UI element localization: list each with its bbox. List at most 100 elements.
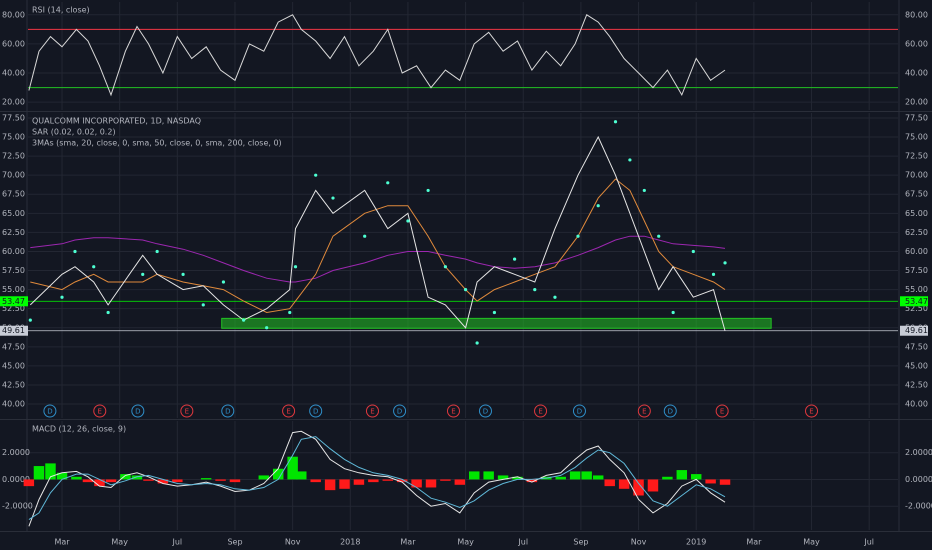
histogram-bar [604,479,615,487]
y-tick-label: 72.50 [905,152,928,161]
histogram-bar [23,479,35,487]
y-tick-label: 70.00 [2,171,25,180]
event-label: E [98,408,102,416]
sar-dot [492,310,497,315]
event-marker [282,404,296,418]
y-tick-label: 20.00 [2,98,25,107]
y-tick-label: 62.50 [905,228,928,237]
histogram-bar [411,479,422,488]
y-tick-label: 40.00 [905,69,928,78]
histogram-bar [633,479,644,496]
histogram-bar [382,479,393,481]
event-label: D [483,408,488,416]
sar-dot [106,310,110,315]
sar-dot [314,173,318,177]
histogram-bar [45,463,56,480]
legend-line: SAR (0.02, 0.02, 0.2) [32,128,116,137]
histogram-bar [310,479,321,483]
y-tick-label: 47.50 [2,342,25,351]
sar-dot [576,234,580,238]
x-tick-label: Nov [285,538,301,547]
y-tick-label: 60.00 [905,39,928,48]
histogram-bar [172,479,183,483]
y-tick-label: 60.00 [2,39,25,48]
histogram-bar [324,479,336,491]
panel-title: QUALCOMM INCORPORATED, 1D, NASDAQ [32,117,201,126]
sar-dot [613,120,618,124]
sar-dot [28,318,32,322]
panel-title: RSI (14, close) [32,6,90,15]
event-marker [365,404,379,418]
histogram-bar [368,479,379,483]
sar-dot [657,234,661,238]
y-tick-label: 80.00 [905,10,928,19]
sar-dot [331,196,335,200]
zone [221,317,772,329]
event-marker [478,404,492,418]
histogram-bar [705,479,716,484]
sar-dot [242,318,246,322]
event-marker [637,404,651,418]
y-tick-label: 55.00 [905,285,928,294]
event-label: E [538,408,542,416]
y-tick-label: 0.0000 [2,475,30,484]
y-tick-label: 57.50 [905,266,928,275]
y-tick-label: 20.00 [905,98,928,107]
event-label: E [642,408,646,416]
histogram-bar [440,479,451,481]
event-label: E [809,408,813,416]
y-tick-label: 72.50 [2,152,25,161]
y-tick-label: 42.50 [2,380,25,389]
y-tick-label: 62.50 [2,228,25,237]
sar-dot [475,341,479,345]
y-tick-label: 67.50 [905,190,928,199]
event-marker [715,404,729,418]
y-tick-label: 80.00 [2,10,25,19]
sar-dot [513,257,517,261]
event-label: D [225,408,230,416]
histogram-bar [131,475,143,480]
histogram-bar [483,471,494,480]
histogram-bar [618,479,630,489]
event-label: E [720,408,724,416]
x-tick-label: Mar [746,538,762,547]
histogram-bar [339,479,350,489]
price-label-box [0,325,28,336]
sar-dot [363,234,367,238]
histogram-bar [94,479,105,487]
sar-dot [671,310,675,315]
y-tick-label: 65.00 [905,209,928,218]
y-tick-label: 2.0000 [905,448,932,457]
histogram-bar [425,479,437,488]
histogram-bar [526,479,538,483]
y-tick-label: -2.0000 [905,502,932,511]
histogram-bar [157,479,169,484]
event-marker [572,404,586,418]
series-line [30,235,726,283]
sar-dot [141,272,145,276]
price-label-box [0,296,28,307]
event-marker [663,404,677,418]
sar-dot [426,188,430,193]
panel: -2.0000 -2.0000 0.0000 0.0000 2.0000 2.0000 MA… [2,421,932,530]
event-marker [180,404,194,418]
price-label: 53.47 [905,297,928,306]
y-tick-label: 52.50 [2,304,25,313]
series-line [29,135,726,331]
histogram-bar [215,479,226,481]
x-tick-label: Jul [863,538,874,547]
sar-dot [596,204,600,208]
x-tick-label: Mar [400,538,416,547]
panel: 20.00 20.00 40.00 40.00 60.00 60.00 80.00 80.00… [2,2,928,110]
y-tick-label: 47.50 [905,342,928,351]
y-tick-label: 75.00 [905,133,928,142]
histogram-bar [569,471,581,480]
sar-dot [386,181,390,185]
sar-dot [723,261,727,265]
histogram-bar [719,479,731,485]
histogram-bar [258,475,270,480]
histogram-bar [662,476,673,480]
price-label-box [900,325,928,336]
x-tick-label: May [803,538,820,547]
